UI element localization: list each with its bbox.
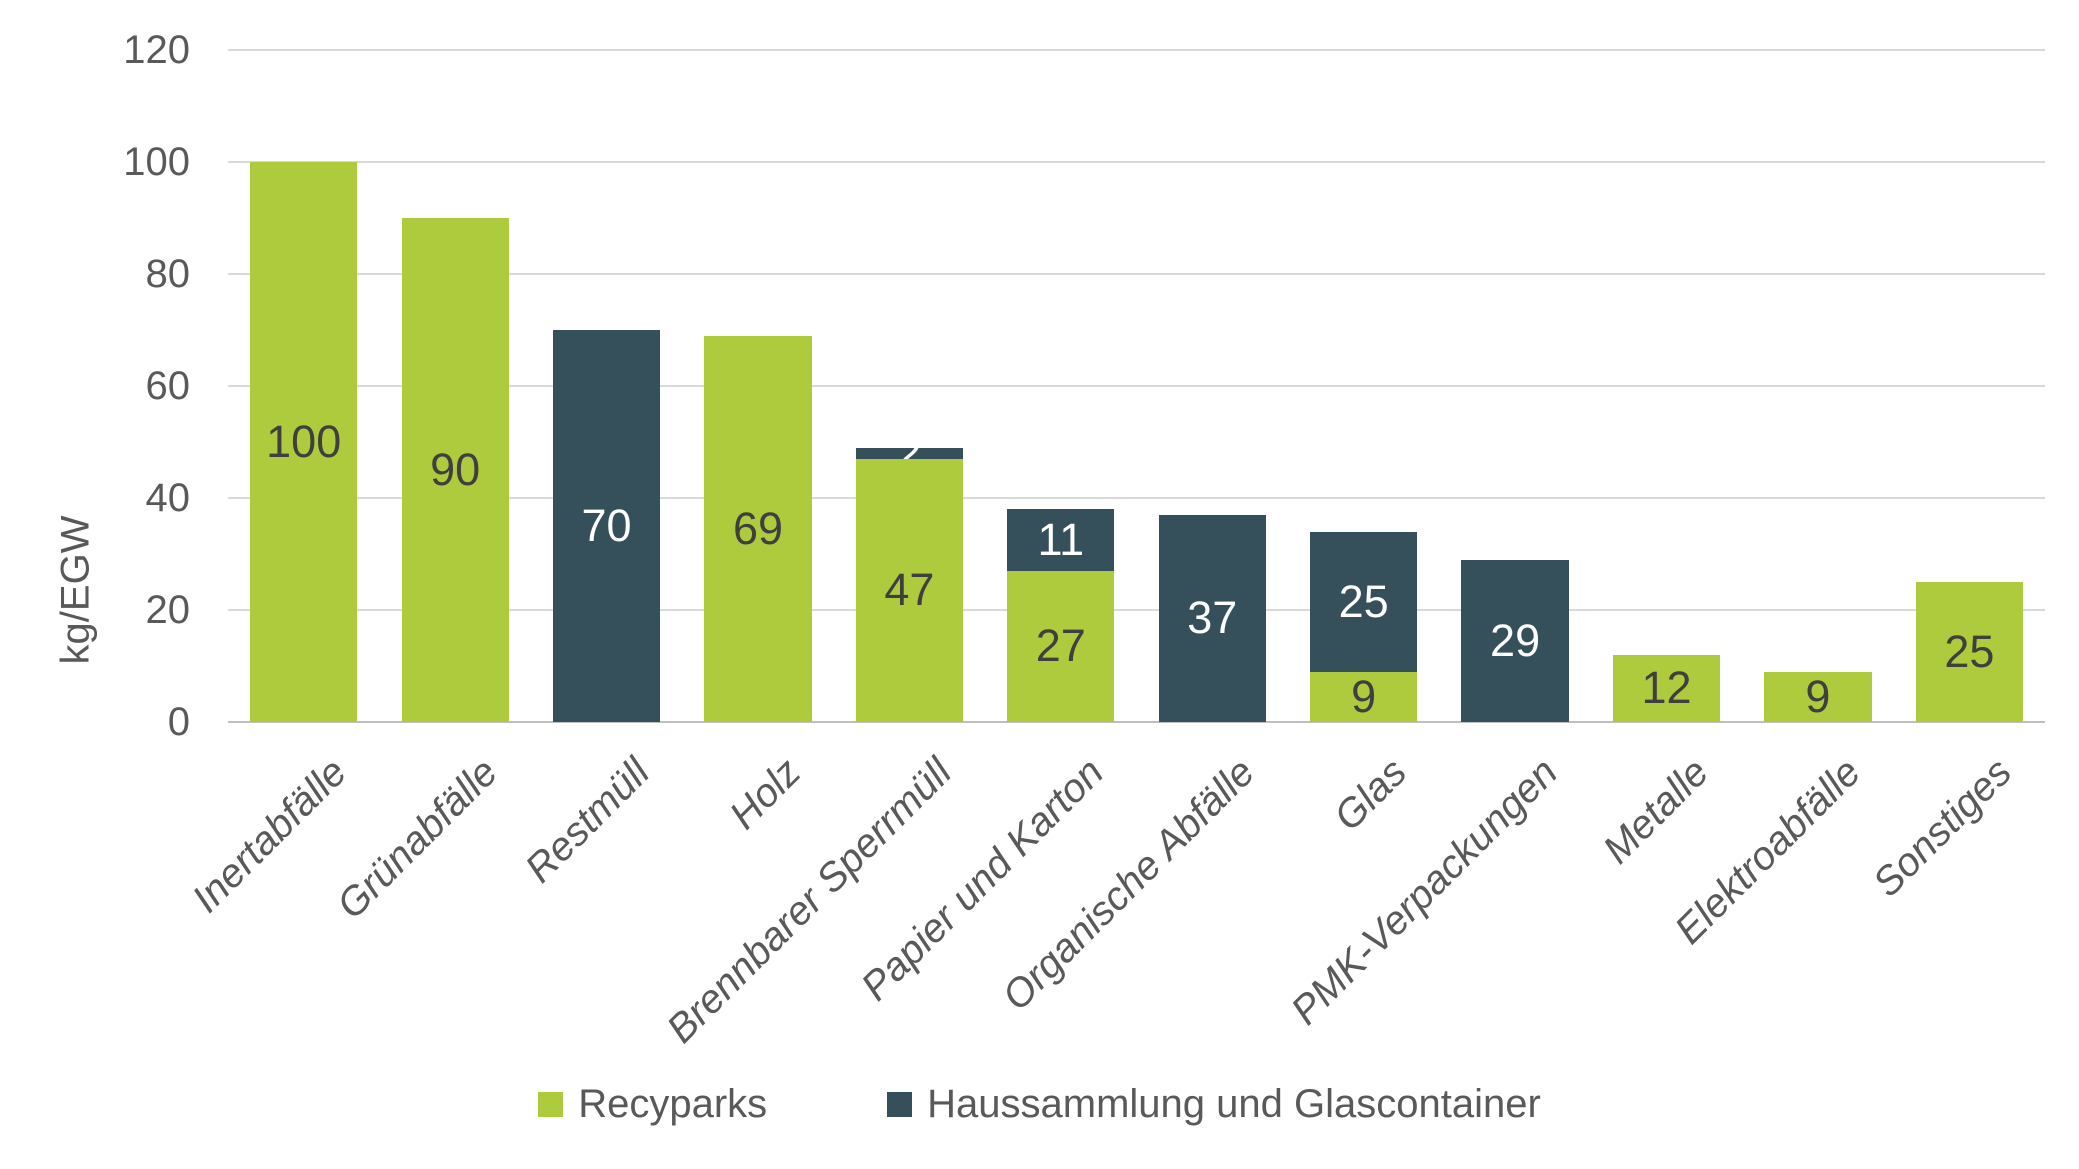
bar-value-label: 11 bbox=[1037, 514, 1085, 566]
bars-layer: 100 90 70 69 2 47 11 27 37 25 9 29 12 9 25 bbox=[228, 50, 2045, 722]
bar-segment-haussammlung-und-glascontainer: 11 bbox=[1007, 509, 1115, 571]
legend-item-haussammlung-und-glascontainer: Haussammlung und Glascontainer bbox=[887, 1082, 1541, 1127]
bar-slot: 2 47 bbox=[834, 50, 985, 722]
x-axis-category-label: PMK-Verpackungen bbox=[1282, 750, 1567, 1034]
bar-value-label: 90 bbox=[430, 444, 481, 495]
y-tick-label: 100 bbox=[123, 140, 190, 184]
legend: Recyparks Haussammlung und Glascontainer bbox=[0, 1082, 2079, 1127]
bar-value-label: 100 bbox=[266, 416, 342, 467]
bar-value-label: 25 bbox=[1944, 626, 1995, 677]
bar-value-label: 12 bbox=[1641, 662, 1692, 714]
bar-slot: 69 bbox=[682, 50, 833, 722]
bar-value-label: 9 bbox=[1351, 670, 1377, 722]
x-axis-category-label: Holz bbox=[721, 750, 810, 838]
y-tick-label: 40 bbox=[145, 476, 191, 520]
bar-slot: 37 bbox=[1137, 50, 1288, 722]
gridline bbox=[228, 385, 2045, 387]
legend-label: Haussammlung und Glascontainer bbox=[927, 1082, 1541, 1126]
x-axis-category-label: Glas bbox=[1325, 750, 1415, 840]
bar-segment-haussammlung-und-glascontainer: 2 bbox=[855, 427, 963, 479]
bar-slot: 12 bbox=[1591, 50, 1742, 722]
y-tick-label: 0 bbox=[167, 700, 190, 744]
gridline bbox=[228, 49, 2045, 51]
bar-segment-haussammlung-und-glascontainer: 37 bbox=[1158, 514, 1266, 722]
bar-slot: 90 bbox=[379, 50, 530, 722]
legend-swatch-haussammlung-und-glascontainer bbox=[887, 1092, 913, 1117]
x-axis-category-label: Sonstiges bbox=[1865, 750, 2021, 906]
legend-item-recyparks: Recyparks bbox=[538, 1082, 767, 1127]
bar-segment-recyparks: 9 bbox=[1764, 670, 1872, 722]
bar-segment-recyparks: 47 bbox=[855, 458, 963, 722]
bar-value-label: 47 bbox=[884, 564, 935, 616]
plot-area: 0 20 40 60 80 100 120 100 90 70 69 2 47 11 27 37 25 9 29 12… bbox=[123, 28, 2045, 744]
bar-segment-recyparks: 27 bbox=[1007, 570, 1115, 722]
x-axis-category-label: Brennbarer Sperrmüll bbox=[658, 750, 961, 1052]
bar-value-label: 70 bbox=[581, 500, 632, 551]
legend-label: Recyparks bbox=[578, 1082, 768, 1126]
y-tick-label: 20 bbox=[145, 588, 191, 632]
bar-value-label: 25 bbox=[1338, 575, 1389, 627]
x-axis-category-label: Metalle bbox=[1595, 750, 1718, 873]
bar-segment-recyparks: 9 bbox=[1310, 670, 1418, 722]
bar-segment-recyparks: 90 bbox=[401, 218, 509, 722]
bar-value-label: 37 bbox=[1187, 592, 1238, 644]
bar-value-label: 9 bbox=[1805, 670, 1831, 722]
bar-slot: 70 bbox=[531, 50, 682, 722]
x-axis-category-label: Organische Abfälle bbox=[994, 750, 1264, 1020]
gridline bbox=[228, 273, 2045, 275]
gridline bbox=[228, 161, 2045, 163]
y-tick-label: 120 bbox=[123, 28, 190, 72]
bar-value-label: 27 bbox=[1035, 620, 1086, 672]
x-axis-line bbox=[228, 721, 2045, 723]
gridline bbox=[228, 609, 2045, 611]
bar-slot: 25 9 bbox=[1288, 50, 1439, 722]
bar-slot: 100 bbox=[228, 50, 379, 722]
gridline bbox=[228, 497, 2045, 499]
bar-value-label: 29 bbox=[1490, 614, 1541, 666]
bar-segment-recyparks: 25 bbox=[1915, 582, 2023, 722]
x-axis-category-label: Restmüll bbox=[516, 750, 658, 892]
bar-slot: 11 27 bbox=[985, 50, 1136, 722]
legend-swatch-recyparks bbox=[538, 1092, 564, 1117]
bar-segment-haussammlung-und-glascontainer: 25 bbox=[1310, 531, 1418, 672]
bar-segment-haussammlung-und-glascontainer: 29 bbox=[1461, 559, 1569, 722]
bar-segment-recyparks: 100 bbox=[250, 162, 358, 722]
y-tick-label: 80 bbox=[145, 252, 191, 296]
bar-segment-recyparks: 12 bbox=[1612, 654, 1721, 722]
bar-value-label: 69 bbox=[732, 502, 783, 554]
bar-segment-haussammlung-und-glascontainer: 70 bbox=[552, 330, 661, 722]
bar-slot: 25 bbox=[1894, 50, 2045, 722]
bar-value-label: 2 bbox=[896, 427, 922, 479]
bar-slot: 29 bbox=[1439, 50, 1590, 722]
bar-segment-recyparks: 69 bbox=[704, 335, 812, 722]
y-tick-label: 60 bbox=[145, 364, 191, 408]
x-axis-category-label: Grünabfälle bbox=[328, 750, 507, 928]
bar-slot: 9 bbox=[1742, 50, 1893, 722]
